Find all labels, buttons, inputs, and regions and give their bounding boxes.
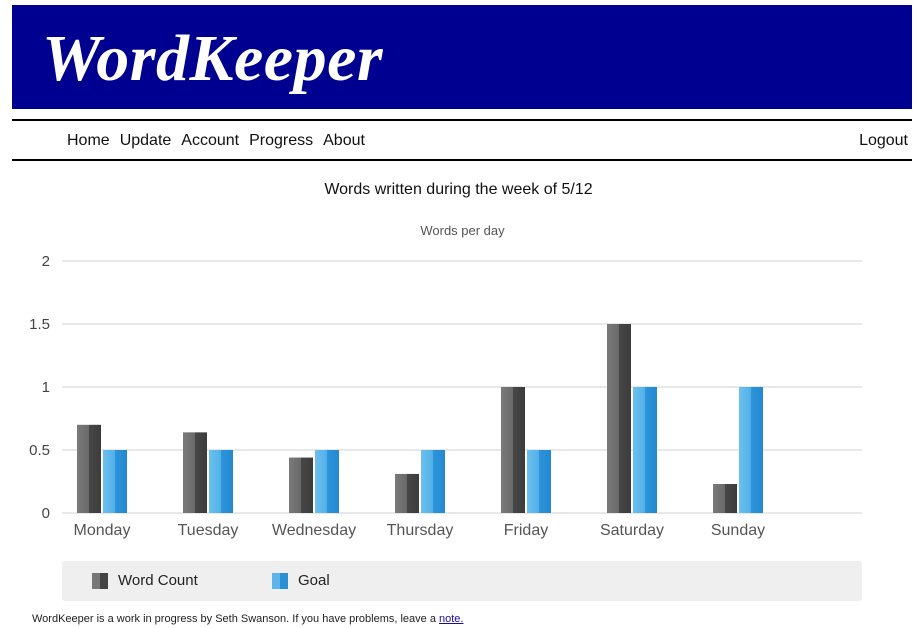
bar-word-count-wednesday xyxy=(289,457,313,513)
y-tick-label: 0 xyxy=(42,505,50,522)
logout-link[interactable]: Logout xyxy=(859,132,908,149)
bar-word-count-tuesday xyxy=(183,432,207,513)
bar-word-count-sunday xyxy=(713,484,737,513)
chart-subtitle: Words per day xyxy=(420,223,505,238)
footer: WordKeeper is a work in progress by Seth… xyxy=(32,613,463,625)
bar-goal-friday xyxy=(527,450,551,513)
header-banner: WordKeeper xyxy=(12,5,912,109)
x-tick-label: Wednesday xyxy=(272,522,356,539)
bar-word-count-friday xyxy=(501,387,525,513)
x-tick-label: Friday xyxy=(504,522,548,539)
footer-text: WordKeeper is a work in progress by Seth… xyxy=(32,613,440,625)
x-tick-label: Monday xyxy=(74,522,131,539)
nav-links: Home Update Account Progress About xyxy=(67,132,365,150)
nav-about-link[interactable]: About xyxy=(323,132,365,149)
y-tick-label: 1.5 xyxy=(29,316,50,333)
bar-goal-thursday xyxy=(421,450,445,513)
legend-swatch-goal xyxy=(272,572,288,589)
bar-goal-sunday xyxy=(739,387,763,513)
x-tick-label: Tuesday xyxy=(178,522,239,539)
y-tick-label: 1 xyxy=(42,379,50,396)
bar-goal-tuesday xyxy=(209,450,233,513)
x-tick-label: Sunday xyxy=(711,522,765,539)
bar-goal-saturday xyxy=(633,387,657,513)
nav-bar: Home Update Account Progress About Logou… xyxy=(12,119,912,161)
y-tick-label: 2 xyxy=(42,253,50,270)
bar-goal-monday xyxy=(103,450,127,513)
words-bar-chart: 0 0.5 1 1.5 2 Monday Tuesday Wednesday Thursday F… xyxy=(29,253,862,539)
legend-swatch-word-count xyxy=(92,572,108,589)
footer-note-link[interactable]: note. xyxy=(439,613,464,625)
chart-title: Words written during the week of 5/12 xyxy=(324,181,593,198)
bar-word-count-saturday xyxy=(607,324,631,513)
nav-home-link[interactable]: Home xyxy=(67,132,110,149)
x-tick-label: Saturday xyxy=(600,522,664,539)
nav-account-link[interactable]: Account xyxy=(181,132,240,149)
app-logo: WordKeeper xyxy=(42,22,384,95)
nav-update-link[interactable]: Update xyxy=(119,132,172,149)
bar-word-count-monday xyxy=(77,424,101,513)
bar-goal-wednesday xyxy=(315,450,339,513)
chart-legend: Word Count Goal xyxy=(62,561,862,601)
y-tick-label: 0.5 xyxy=(29,442,50,459)
nav-progress-link[interactable]: Progress xyxy=(249,132,314,149)
bar-word-count-thursday xyxy=(395,473,419,513)
legend-label-goal: Goal xyxy=(298,572,330,589)
x-tick-label: Thursday xyxy=(387,522,454,539)
legend-item-goal: Goal xyxy=(272,572,330,589)
legend-label-word-count: Word Count xyxy=(118,572,198,589)
legend-item-word-count: Word Count xyxy=(92,572,198,589)
